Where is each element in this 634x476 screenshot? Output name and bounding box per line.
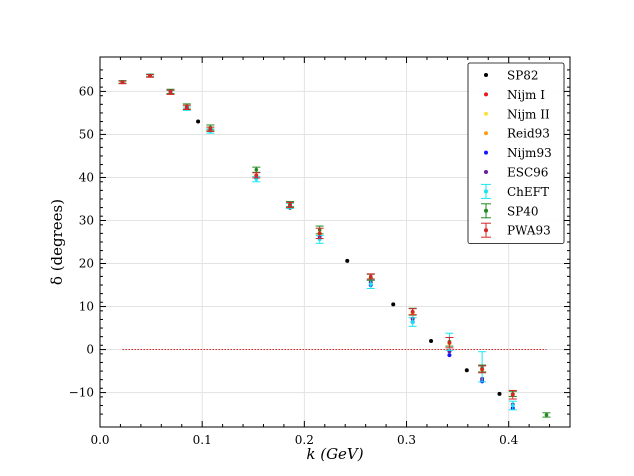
x-tick-label: 0.1 — [193, 433, 212, 447]
data-point — [410, 320, 415, 324]
data-points — [118, 73, 551, 418]
x-axis-label: k (GeV) — [306, 445, 363, 463]
data-point — [288, 203, 292, 207]
series-sp82 — [196, 119, 502, 396]
legend-label: ChEFT — [507, 185, 549, 199]
legend-label: PWA93 — [507, 224, 551, 238]
legend-marker — [484, 170, 488, 174]
y-tick-label: 0 — [86, 343, 94, 357]
y-tick-label: 10 — [79, 300, 94, 314]
series-cheft — [118, 73, 517, 411]
legend-marker — [484, 189, 488, 194]
data-point — [196, 119, 201, 124]
data-point — [464, 368, 469, 373]
y-axis-label: δ (degrees) — [48, 199, 66, 285]
data-point — [368, 274, 373, 279]
x-tick-label: 0.0 — [90, 433, 109, 447]
x-tick-label: 0.2 — [295, 433, 314, 447]
y-tick-label: 60 — [79, 84, 94, 98]
x-tick-label: 0.3 — [397, 433, 416, 447]
legend-label: SP82 — [507, 69, 539, 83]
data-point — [391, 302, 396, 307]
legend-marker — [484, 92, 488, 97]
data-point — [410, 309, 415, 314]
legend-box — [467, 62, 565, 245]
legend-label: ESC96 — [507, 166, 548, 180]
data-point — [447, 353, 452, 358]
data-point — [544, 413, 549, 417]
legend-label: Nijm93 — [507, 146, 552, 160]
series-reid93 — [120, 73, 515, 397]
series-nijm-i — [120, 73, 515, 397]
y-tick-label: 20 — [79, 257, 94, 271]
y-tick-label: 30 — [79, 213, 94, 227]
legend-marker — [484, 208, 488, 213]
legend-label: Nijm I — [507, 88, 545, 102]
data-point — [148, 74, 152, 78]
legend-label: Reid93 — [507, 127, 550, 141]
legend-marker — [484, 150, 488, 155]
data-point — [254, 167, 259, 172]
y-tick-label: 50 — [79, 127, 94, 141]
series-pwa93 — [118, 74, 517, 400]
series-nijm93 — [120, 73, 515, 411]
data-point — [497, 391, 502, 396]
y-tick-label: 40 — [79, 170, 94, 184]
legend-marker — [484, 228, 488, 233]
data-point — [208, 127, 213, 132]
series-nijm-ii — [120, 73, 515, 397]
data-point — [168, 90, 173, 95]
data-point — [317, 231, 322, 236]
data-point — [368, 282, 373, 286]
legend: SP82 Nijm I Nijm II Reid93 Nijm93 ESC96 ChEFT S… — [467, 62, 565, 245]
axis-ticks: 0.0 0.1 0.2 0.3 0.4 −10 0 10 20 30 40 50 60 — [69, 57, 570, 447]
legend-marker — [484, 131, 488, 136]
data-point — [510, 392, 515, 397]
data-point — [480, 367, 484, 372]
data-point — [345, 258, 350, 263]
legend-label: SP40 — [507, 204, 539, 218]
legend-marker — [484, 73, 488, 77]
data-point — [254, 173, 259, 178]
data-point — [185, 105, 189, 110]
data-point — [510, 403, 515, 408]
legend-label: Nijm II — [507, 107, 550, 121]
series-esc96 — [120, 73, 515, 407]
data-point — [120, 80, 125, 85]
legend-marker — [484, 111, 488, 116]
data-point — [429, 338, 434, 343]
x-tick-label: 0.4 — [499, 433, 518, 447]
y-tick-label: −10 — [69, 386, 94, 400]
data-point — [447, 340, 452, 345]
